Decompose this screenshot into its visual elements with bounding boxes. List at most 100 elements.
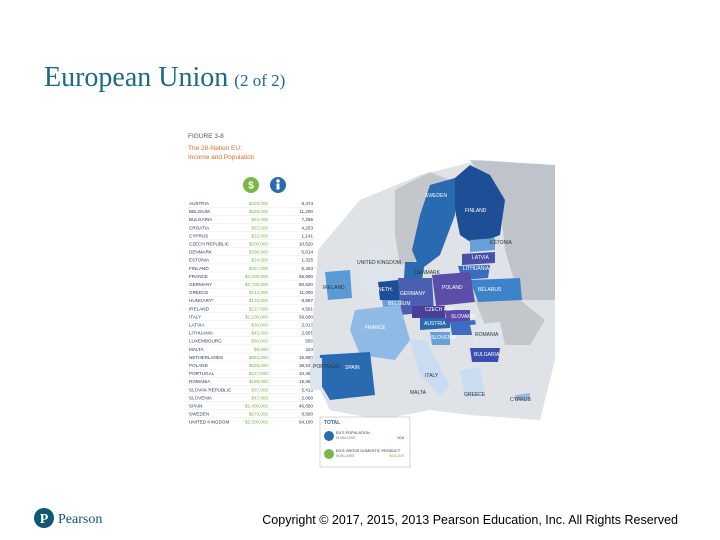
country-name: HUNGARY* [189,298,214,303]
gdp-cell: $22,000 [251,233,268,238]
population-cell: 65,900 [299,274,313,279]
copyright: Copyright © 2017, 2015, 2013 Pearson Edu… [262,513,678,527]
population-cell: 11,000 [299,290,313,295]
gdp-cell: $2,500,000 [245,420,268,425]
gdp-cell: $525,000 [249,209,269,214]
population-cell: 8,474 [302,201,314,206]
map-label: FRANCE [365,325,386,331]
country-name: GERMANY [189,282,212,287]
country-name: AUSTRIA [189,201,210,206]
population-cell: 80,620 [299,282,313,287]
non-eu [470,160,555,300]
map-label: FINLAND [465,208,487,214]
title-suffix: (2 of 2) [234,71,285,90]
population-cell: 19,960 [299,379,313,384]
population-cell: 2,955 [302,331,314,336]
country [350,305,410,360]
country-name: ESTONIA [189,258,210,263]
country [460,368,485,398]
country-name: SLOVAK REPUBLIC [189,387,232,392]
total-value: 508 [397,435,404,440]
total-box [319,416,411,468]
map-label: LATVIA [472,255,490,261]
gdp-cell: $1,400,000 [245,404,268,409]
country-name: LITHUANIA [189,331,214,336]
country-name: FINLAND [189,266,209,271]
population-icon [324,431,334,441]
country-name: POLAND [189,363,209,368]
gdp-cell: $189,000 [249,379,269,384]
population-cell: 9,897 [302,298,314,303]
total-unit: IN MILLIONS [336,436,355,440]
gdp-cell: $853,000 [249,355,269,360]
population-icon [276,179,280,183]
country-name: MALTA [189,347,205,352]
map-label: UNITED KINGDOM [357,260,401,266]
country-name: GREECE [189,290,208,295]
map-label: AUSTRIA [424,321,446,327]
country-name: LUXEMBOURG [189,339,222,344]
country-name: ITALY [189,314,201,319]
population-cell: 64,100 [299,420,313,425]
country-name: SLOVENIA [189,395,213,400]
svg-text:P: P [40,512,49,527]
total-heading: TOTAL [324,420,340,426]
gdp-cell: $54,000 [251,217,268,222]
country-name: SWEDEN [189,412,209,417]
population-cell: 5,614 [302,250,314,255]
gdp-cell: $97,000 [251,387,268,392]
map-label: IRELAND [323,285,345,291]
country [404,262,425,280]
map-label: CYPRUS [510,397,532,403]
country-name: SPAIN [189,404,202,409]
country [420,318,450,330]
country [398,278,434,315]
map-label: NETH. [378,287,393,293]
population-cell: 550 [305,339,313,344]
country [378,280,400,300]
total-unit: IN BILLIONS [336,454,354,458]
gdp-cell: $45,000 [251,331,268,336]
map-label: BELARUS [478,287,502,293]
map-label: SLOVAKIA [451,314,476,320]
map-label: PORTUGAL [313,364,341,370]
map-label: POLAND [442,285,463,291]
country-name: CZECH REPUBLIC [189,242,230,247]
population-cell: 5,415 [302,387,314,392]
population-cell: 2,013 [302,323,314,328]
population-cell: 11,200 [299,209,313,214]
figure-label: FIGURE 3-8 [188,133,224,140]
country-name: UNITED KINGDOM [189,420,229,425]
population-cell: 7,265 [302,217,314,222]
population-cell: 10,520 [299,242,313,247]
total-value: $18,400 [390,453,405,458]
gdp-cell: $30,000 [251,323,268,328]
country-name: FRANCE [189,274,208,279]
gdp-icon-text: $ [248,181,254,192]
gdp-cell: $200,000 [249,242,269,247]
map-label: SLOVENIA [431,335,457,341]
gdp-cell: $525,000 [249,363,269,368]
map-label: MALTA [410,390,427,396]
title-main: European Union [44,62,228,93]
gdp-cell: $227,000 [249,306,269,311]
gdp-cell: $426,000 [249,201,269,206]
gdp-cell: $267,000 [249,266,269,271]
table: AUSTRIA $426,000 8,474 BELGIUM $525,000 11,20… [188,201,314,425]
gdp-cell: $57,000 [251,225,268,230]
population-cell: 5,453 [302,266,314,271]
country [455,165,505,245]
total-label: EU'S POPULATION [336,431,370,435]
map-label: GREECE [464,392,486,398]
gdp-cell: $336,000 [249,250,269,255]
country-name: LATVIA [189,323,205,328]
map-label: BELGIUM [388,301,411,307]
country [310,358,322,390]
country [412,178,455,270]
map-label: LITHUANIA [463,266,490,272]
map-labels: SWEDEN FINLAND ESTONIA LATVIA UNITED KINGDOM… [313,193,532,403]
country [470,278,522,302]
population-cell: 10,460 [299,371,313,376]
gdp-cell: $579,000 [249,412,269,417]
